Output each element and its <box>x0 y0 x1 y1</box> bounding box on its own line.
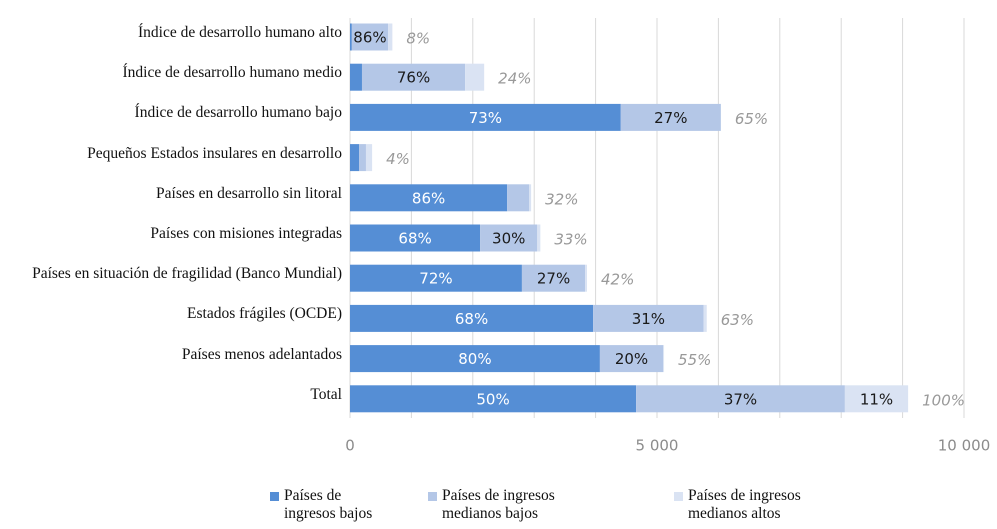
category-label: Índice de desarrollo humano alto <box>137 24 342 41</box>
segment-label: 80% <box>458 350 491 368</box>
legend-item: Países de ingresos bajos <box>270 487 390 523</box>
category-label: Países con misiones integradas <box>150 225 342 242</box>
segment-label: 50% <box>476 390 509 408</box>
share-label: 42% <box>601 271 634 289</box>
share-label: 63% <box>721 311 754 329</box>
bar-segment <box>663 345 665 373</box>
segment-label: 73% <box>469 109 502 127</box>
share-label: 24% <box>498 70 531 88</box>
x-tick-label: 0 <box>345 437 355 455</box>
share-label: 4% <box>386 150 410 168</box>
share-label: 100% <box>922 391 965 409</box>
segment-label: 27% <box>537 270 570 288</box>
bar-segment <box>703 304 707 332</box>
legend-item: Países de ingresos medianos bajos <box>428 487 598 523</box>
legend-swatch <box>428 492 437 501</box>
bar-segment <box>350 385 637 413</box>
x-tick-label: 10 000 <box>938 437 991 455</box>
bar-segment <box>844 385 909 413</box>
bar-segment <box>507 184 530 212</box>
legend-swatch <box>270 492 279 501</box>
bar-segment <box>359 144 366 172</box>
bar-segment <box>350 184 508 212</box>
legend-label: Países de ingresos medianos altos <box>688 487 801 522</box>
legend-label: Países de ingresos bajos <box>284 487 373 522</box>
bar-segment <box>521 264 586 292</box>
segment-label: 68% <box>455 310 488 328</box>
bar-segment <box>351 23 389 51</box>
bar-segment <box>593 304 704 332</box>
bar-segment <box>350 23 352 51</box>
bar-segment <box>480 224 538 252</box>
legend-label: Países de ingresos medianos bajos <box>442 487 555 522</box>
bar-segment <box>465 63 485 91</box>
bar-segment <box>350 144 360 172</box>
segment-label: 27% <box>654 109 687 127</box>
bar-segment <box>350 304 594 332</box>
legend-swatch <box>674 492 683 501</box>
category-label: Países en situación de fragilidad (Banco… <box>32 265 342 283</box>
segment-label: 31% <box>632 310 665 328</box>
segment-label: 72% <box>419 270 452 288</box>
legend-item: Países de ingresos medianos altos <box>674 487 849 523</box>
bar-segment <box>350 345 600 373</box>
bar-segment <box>350 63 362 91</box>
category-label: Pequeños Estados insulares en desarrollo <box>87 144 342 162</box>
segment-label: 68% <box>398 230 431 248</box>
bar-segment <box>599 345 664 373</box>
segment-label: 20% <box>615 350 648 368</box>
segment-label: 86% <box>353 29 386 47</box>
category-label: Índice de desarrollo humano medio <box>122 64 342 82</box>
category-label: Estados frágiles (OCDE) <box>187 305 342 323</box>
share-label: 55% <box>678 351 711 369</box>
bar-segment <box>537 224 541 252</box>
segment-label: 11% <box>860 390 893 408</box>
bar-segment <box>529 184 532 212</box>
segment-label: 86% <box>412 189 445 207</box>
segment-label: 37% <box>724 390 757 408</box>
segment-label: 76% <box>397 69 430 87</box>
share-label: 65% <box>735 110 768 128</box>
category-label: Países en desarrollo sin litoral <box>156 184 342 202</box>
bar-segment <box>361 63 466 91</box>
bar-segment <box>350 224 481 252</box>
bar-segment <box>350 264 522 292</box>
category-label: Total <box>310 385 342 403</box>
segment-label: 30% <box>492 230 525 248</box>
category-label: Países menos adelantados <box>181 345 342 363</box>
bar-segment <box>620 103 721 131</box>
share-label: 32% <box>545 190 578 208</box>
bar-segment <box>365 144 373 172</box>
share-label: 33% <box>554 231 587 249</box>
share-label: 8% <box>406 30 430 48</box>
category-label: Índice de desarrollo humano bajo <box>134 104 342 122</box>
bar-segment <box>350 103 621 131</box>
bar-segment <box>585 264 588 292</box>
bar-segment <box>388 23 393 51</box>
x-tick-label: 5 000 <box>636 437 679 455</box>
bar-segment <box>636 385 845 413</box>
